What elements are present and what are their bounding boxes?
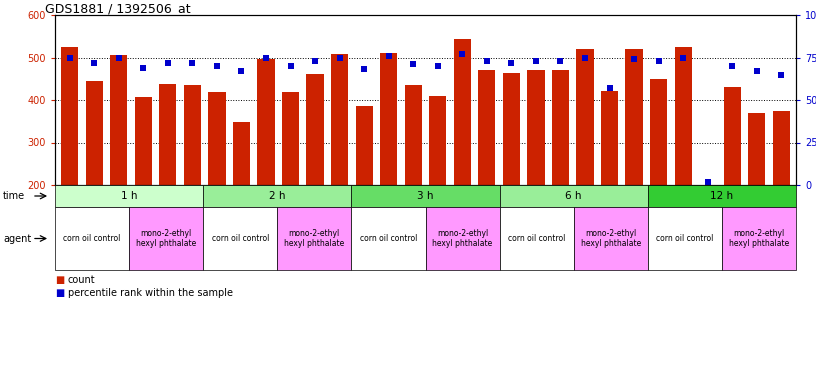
Point [774,71,787,78]
Text: corn oil control: corn oil control [211,234,269,243]
Bar [184,85,201,185]
Point [357,66,370,73]
Bar [478,70,495,185]
Point [750,68,763,74]
Text: count: count [68,275,95,285]
Bar [135,97,152,185]
Bar [380,53,397,185]
Point [235,68,248,74]
Point [554,58,567,64]
Text: 1 h: 1 h [121,191,137,201]
Bar [650,79,667,185]
Bar [503,73,520,185]
Text: mono-2-ethyl
hexyl phthalate: mono-2-ethyl hexyl phthalate [581,229,641,248]
Bar [208,92,225,185]
Text: mono-2-ethyl
hexyl phthalate: mono-2-ethyl hexyl phthalate [432,229,493,248]
Bar [552,70,569,185]
Bar [307,74,324,185]
Point [308,58,322,64]
Text: mono-2-ethyl
hexyl phthalate: mono-2-ethyl hexyl phthalate [284,229,344,248]
Bar [405,85,422,185]
Point [382,53,395,59]
Bar [257,59,275,185]
Point [333,55,346,61]
Bar [527,70,544,185]
Text: 12 h: 12 h [711,191,734,201]
Bar [601,91,618,185]
Point [186,60,199,66]
Point [406,61,419,67]
Text: corn oil control: corn oil control [64,234,121,243]
Bar [61,47,78,185]
Bar [86,81,103,185]
Point [284,63,297,69]
Text: mono-2-ethyl
hexyl phthalate: mono-2-ethyl hexyl phthalate [136,229,197,248]
Point [530,58,543,64]
Point [725,63,738,69]
Bar [282,92,299,185]
Point [431,63,444,69]
Point [88,60,101,66]
Bar [724,87,741,185]
Point [259,55,273,61]
Point [162,60,175,66]
Bar [576,49,593,185]
Text: time: time [3,191,25,201]
Bar [159,84,176,185]
Point [676,55,690,61]
Bar [773,111,790,185]
Text: corn oil control: corn oil control [656,234,713,243]
Bar [626,50,643,185]
Text: ■: ■ [55,275,64,285]
Text: ■: ■ [55,288,64,298]
Bar [675,47,692,185]
Point [505,60,518,66]
Text: GDS1881 / 1392506_at: GDS1881 / 1392506_at [45,2,191,15]
Bar [748,113,765,185]
Text: corn oil control: corn oil control [360,234,417,243]
Point [211,63,224,69]
Bar [356,106,373,185]
Text: agent: agent [3,233,31,243]
Point [137,65,150,71]
Point [113,55,126,61]
Point [628,56,641,62]
Bar [233,122,250,185]
Text: corn oil control: corn oil control [508,234,565,243]
Point [63,55,76,61]
Bar [429,96,446,185]
Bar [110,55,127,185]
Point [701,179,714,185]
Point [481,58,494,64]
Text: percentile rank within the sample: percentile rank within the sample [68,288,233,298]
Text: 6 h: 6 h [565,191,582,201]
Text: mono-2-ethyl
hexyl phthalate: mono-2-ethyl hexyl phthalate [729,229,789,248]
Text: 2 h: 2 h [269,191,286,201]
Point [456,51,469,57]
Text: 3 h: 3 h [417,191,434,201]
Bar [454,39,471,185]
Point [603,85,616,91]
Point [579,55,592,61]
Bar [331,54,348,185]
Point [652,58,665,64]
